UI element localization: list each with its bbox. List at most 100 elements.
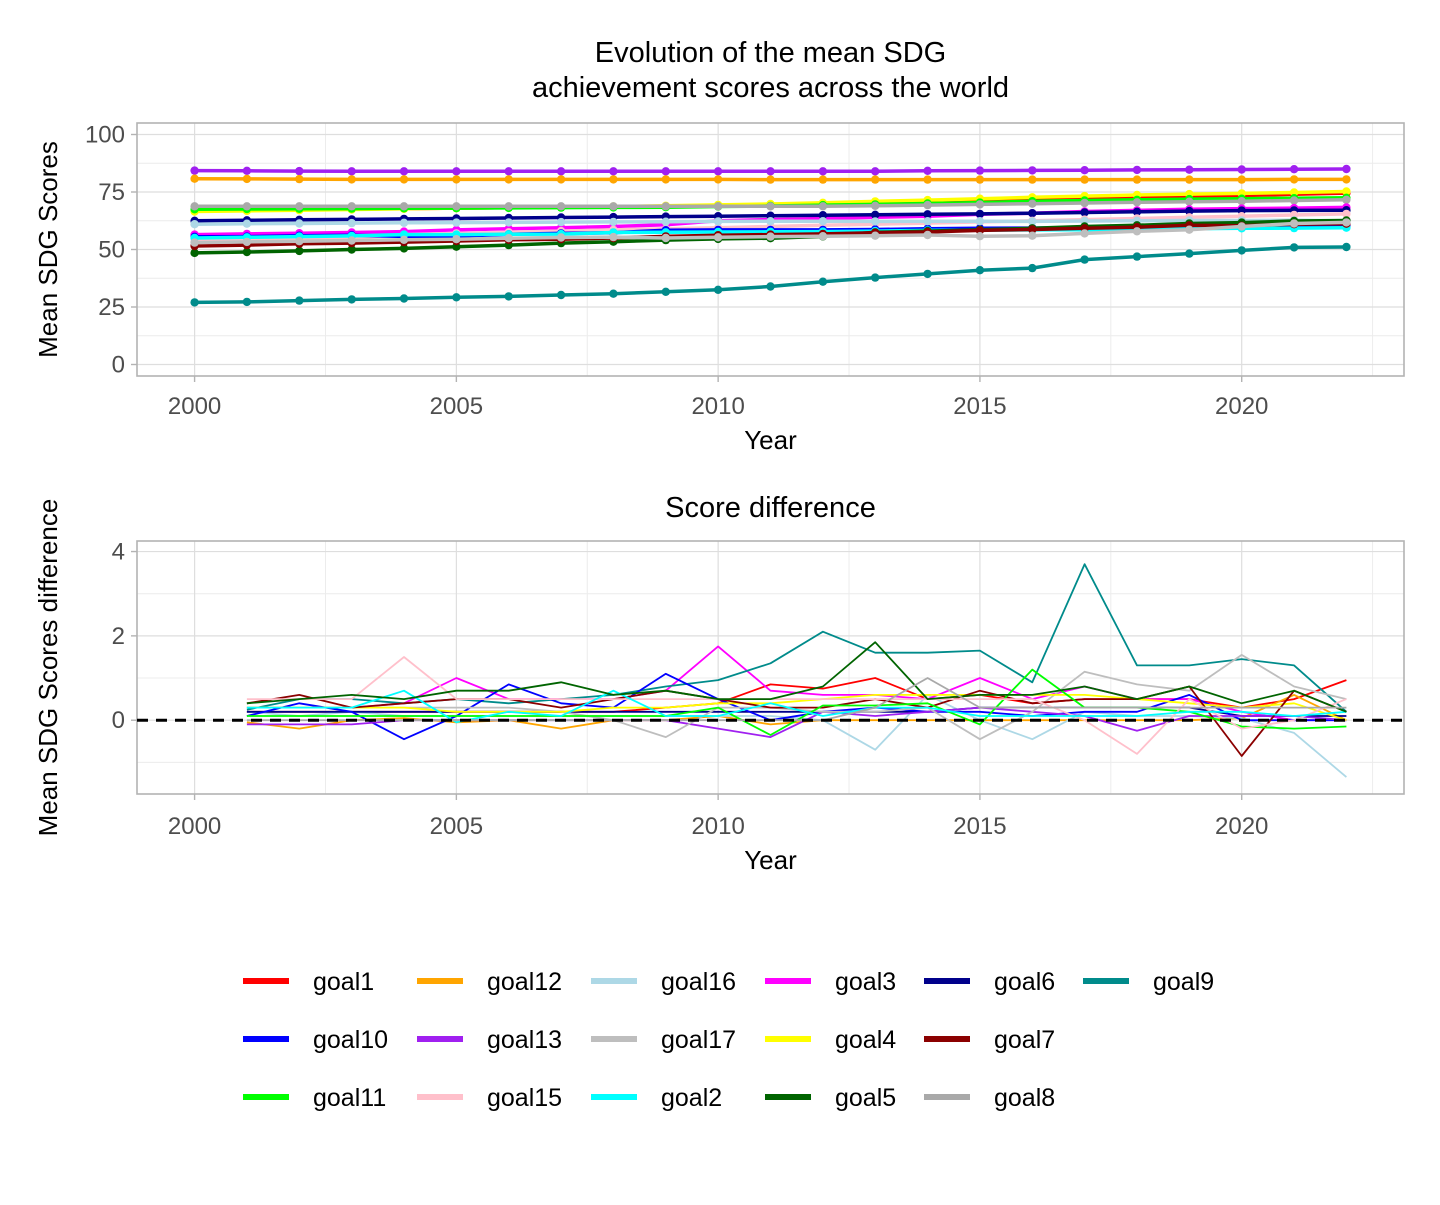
data-point-goal13: [766, 167, 775, 176]
data-point-goal16: [242, 219, 252, 228]
data-point-goal13: [504, 167, 513, 176]
legend-label-goal4: goal4: [835, 1026, 896, 1054]
data-point-goal9: [399, 294, 409, 303]
series-line-goal10: [246, 672, 1347, 741]
data-point-goal17: [556, 233, 566, 242]
series-group: [190, 164, 1351, 307]
data-point-goal16: [399, 218, 409, 227]
data-point-goal8: [923, 200, 932, 210]
data-point-goal17: [713, 233, 723, 242]
data-point-goal9: [347, 295, 356, 304]
panel-2: Score difference 2000 2005 2010 2015 2020 0 2 4 Y…: [33, 492, 1405, 875]
data-point-goal8: [190, 202, 199, 211]
legend: goal1 goal10 goal11 goal12 goal13 goal15 goal1…: [243, 968, 1214, 1112]
data-point-goal12: [1132, 175, 1142, 184]
chart-title: achievement scores across the world: [532, 72, 1009, 104]
legend-label-goal9: goal9: [1153, 968, 1214, 996]
data-point-goal8: [713, 202, 723, 211]
legend-label-goal6: goal6: [994, 968, 1055, 996]
data-point-goal9: [1132, 252, 1142, 261]
series-line-goal15: [246, 656, 1347, 755]
data-point-goal12: [399, 175, 409, 184]
x-tick-label: 2020: [1215, 813, 1268, 840]
legend-label-goal13: goal13: [487, 1026, 562, 1054]
data-point-goal17: [347, 236, 356, 245]
data-point-goal8: [1342, 195, 1351, 204]
data-point-goal4: [1342, 187, 1351, 196]
data-point-goal13: [347, 167, 356, 176]
data-point-goal17: [1237, 222, 1246, 231]
data-point-goal13: [1185, 165, 1194, 174]
data-point-goal13: [1028, 166, 1037, 175]
series-line-goal9: [194, 245, 1347, 305]
data-point-goal17: [1342, 218, 1351, 227]
data-point-goal6: [818, 211, 828, 220]
data-point-goal13: [295, 166, 304, 176]
x-tick-label: 2015: [953, 813, 1006, 840]
data-point-goal6: [975, 209, 985, 219]
y-tick-label: 0: [112, 352, 125, 379]
data-point-goal17: [190, 238, 199, 247]
legend-label-goal3: goal3: [835, 968, 896, 996]
data-point-goal9: [871, 273, 880, 282]
data-point-goal9: [1028, 263, 1037, 273]
x-tick-label: 2010: [691, 813, 744, 840]
data-point-goal8: [504, 202, 513, 211]
data-point-goal8: [609, 202, 618, 211]
data-point-goal8: [818, 202, 828, 211]
series-line-goal2: [246, 689, 1347, 724]
legend-label-goal11: goal11: [313, 1084, 386, 1112]
data-point-goal13: [556, 167, 566, 176]
data-point-goal13: [190, 166, 199, 175]
data-point-goal17: [1080, 229, 1089, 238]
data-point-goal17: [975, 232, 985, 241]
data-point-goal12: [295, 174, 304, 184]
x-tick-label: 2005: [430, 813, 483, 840]
data-point-goal13: [1132, 165, 1142, 175]
data-point-goal9: [1185, 249, 1194, 258]
data-point-goal12: [766, 175, 775, 184]
data-point-goal5: [242, 247, 252, 257]
data-point-goal17: [766, 232, 775, 241]
data-point-goal12: [871, 175, 880, 184]
data-point-goal8: [1289, 196, 1299, 205]
data-point-goal5: [347, 245, 356, 254]
data-point-goal8: [975, 200, 985, 209]
data-point-goal12: [1080, 175, 1089, 184]
y-tick-label: 100: [85, 122, 125, 149]
legend-label-goal2: goal2: [661, 1084, 722, 1112]
y-axis-label: Mean SDG Scores: [33, 141, 63, 358]
x-tick-label: 2010: [691, 393, 744, 420]
data-point-goal17: [242, 237, 252, 247]
data-point-goal8: [1185, 197, 1194, 206]
data-point-goal13: [609, 167, 618, 176]
data-point-goal6: [871, 210, 880, 219]
data-point-goal13: [923, 166, 932, 175]
data-point-goal13: [713, 167, 723, 176]
data-point-goal16: [347, 218, 356, 228]
data-point-goal16: [190, 220, 199, 229]
data-point-goal16: [923, 217, 932, 226]
data-point-goal13: [1289, 165, 1299, 174]
data-point-goal17: [452, 235, 461, 244]
data-point-goal9: [1237, 246, 1246, 255]
data-point-goal9: [713, 285, 723, 294]
legend-label-goal7: goal7: [994, 1026, 1055, 1054]
legend-label-goal17: goal17: [661, 1026, 736, 1054]
x-tick-label: 2020: [1215, 393, 1268, 420]
data-point-goal8: [1237, 197, 1246, 206]
data-point-goal16: [818, 217, 828, 226]
data-point-goal17: [504, 234, 513, 243]
data-point-goal13: [818, 167, 828, 176]
data-point-goal12: [661, 175, 670, 184]
x-tick-label: 2015: [953, 393, 1006, 420]
data-point-goal13: [975, 166, 985, 175]
data-point-goal5: [399, 244, 409, 253]
data-point-goal12: [242, 174, 252, 184]
data-point-goal9: [504, 292, 513, 301]
data-point-goal15: [1342, 209, 1351, 219]
data-point-goal12: [1185, 175, 1194, 184]
data-point-goal8: [242, 202, 252, 211]
data-point-goal9: [766, 282, 775, 291]
